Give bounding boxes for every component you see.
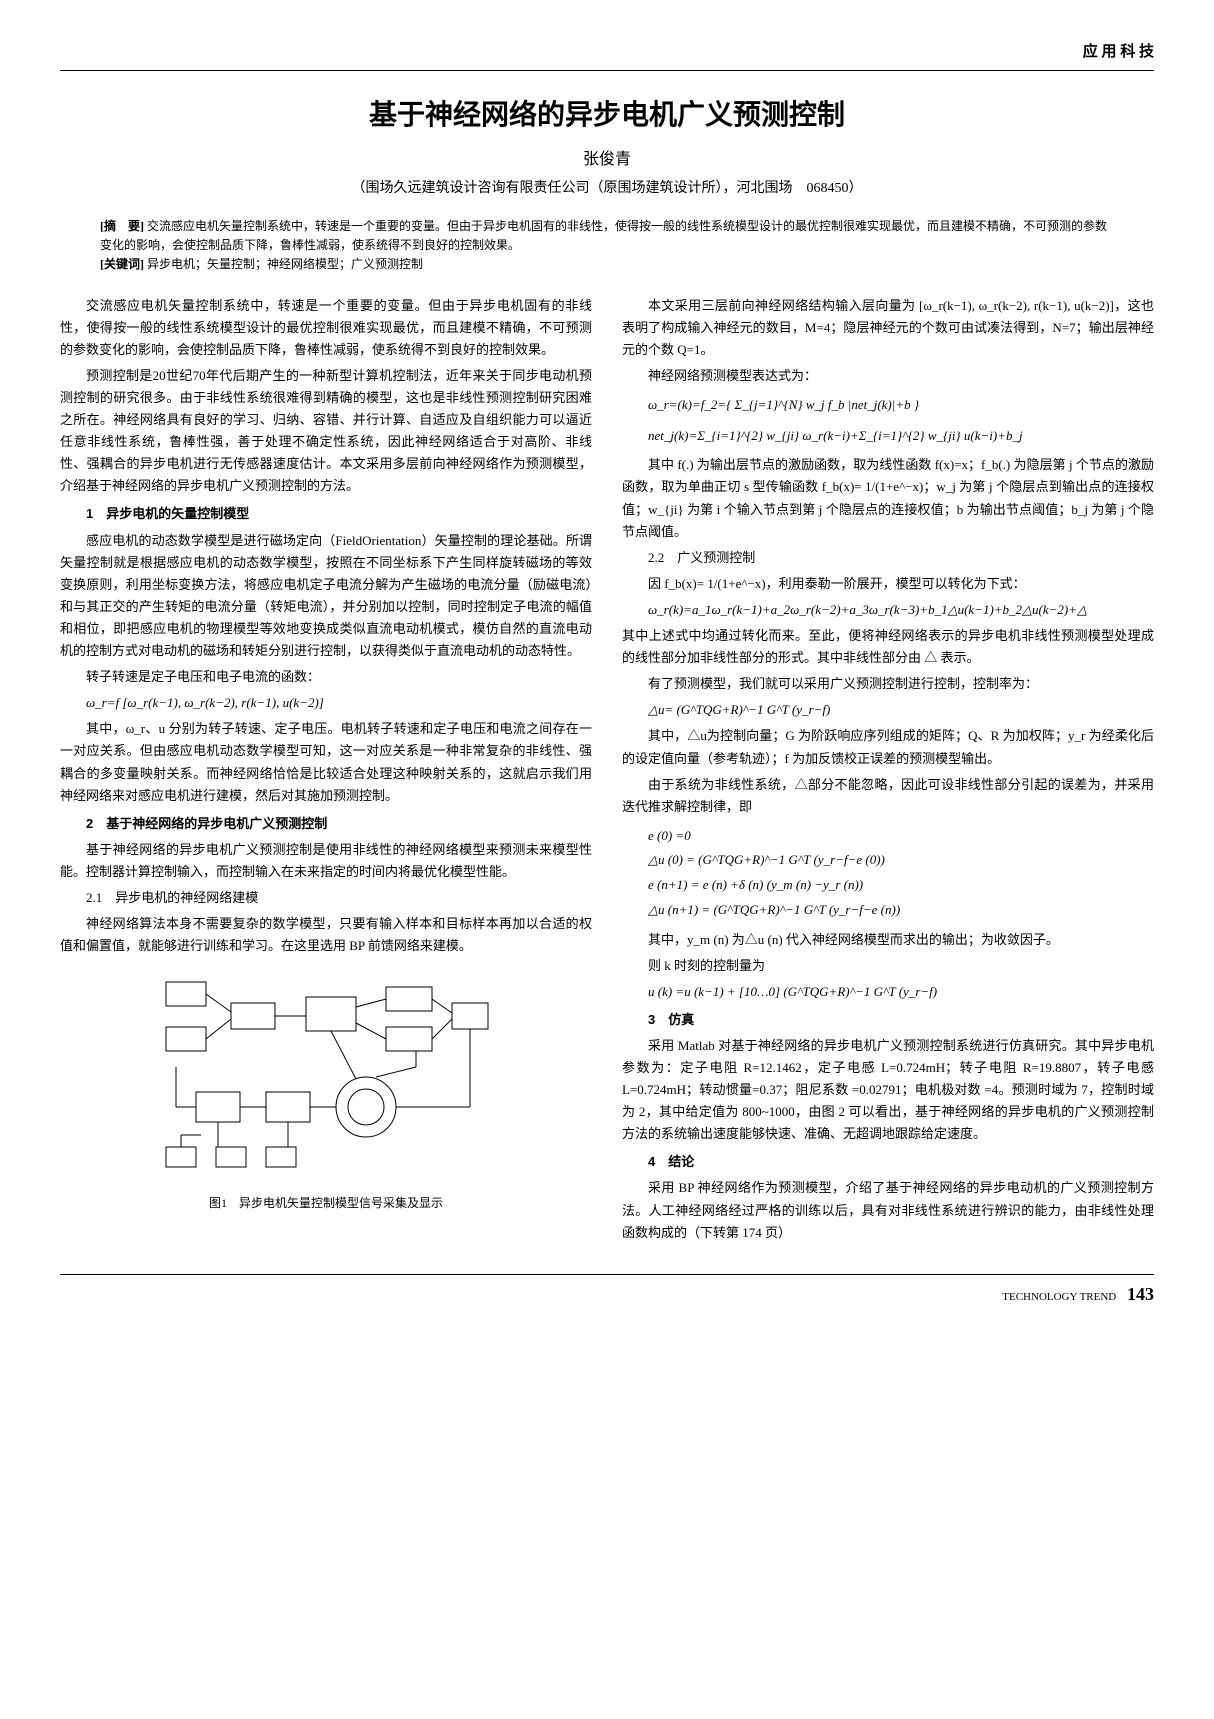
header-section-label: 应 用 科 技 <box>60 40 1154 71</box>
intro-paragraph-2: 预测控制是20世纪70年代后期产生的一种新型计算机控制法，近年来关于同步电动机预… <box>60 365 592 498</box>
keywords-text: 异步电机；矢量控制；神经网络模型；广义预测控制 <box>147 257 423 271</box>
section-3-heading: 3 仿真 <box>622 1009 1154 1031</box>
section-1-p3: 其中，ω_r、u 分别为转子转速、定子电压。电机转子转速和定子电压和电流之间存在… <box>60 718 592 806</box>
section-2-p1: 基于神经网络的异步电机广义预测控制是使用非线性的神经网络模型来预测未来模型性能。… <box>60 839 592 883</box>
section-1-heading: 1 异步电机的矢量控制模型 <box>60 503 592 525</box>
section-2-2-p4: 其中，△u为控制向量；G 为阶跃响应序列组成的矩阵；Q、R 为加权阵；y_r 为… <box>622 725 1154 769</box>
figure-1-svg <box>156 967 496 1187</box>
section-2-2-p3: 有了预测模型，我们就可以采用广义预测控制进行控制，控制率为： <box>622 673 1154 695</box>
iter-line-2: △u (0) = (G^TQG+R)^−1 G^T (y_r−f−e (0)) <box>648 848 1154 873</box>
section-2-2-p7: 则 k 时刻的控制量为 <box>622 955 1154 977</box>
section-4-heading: 4 结论 <box>622 1151 1154 1173</box>
section-2-2-formula-2: △u= (G^TQG+R)^−1 G^T (y_r−f) <box>622 699 1154 721</box>
col2-formula-2: net_j(k)=Σ_{i=1}^{2} w_{ji} ω_r(k−i)+Σ_{… <box>648 424 1154 449</box>
section-1-formula: ω_r=f [ω_r(k−1), ω_r(k−2), r(k−1), u(k−2… <box>60 692 592 714</box>
col2-formula-1: ω_r=(k)=f_2={ Σ_{j=1}^{N} w_j f_b |net_j… <box>648 393 1154 418</box>
abstract-text: 交流感应电机矢量控制系统中，转速是一个重要的变量。但由于异步电机固有的非线性，使… <box>100 219 1107 252</box>
page-number: 143 <box>1127 1284 1154 1304</box>
col2-p2: 神经网络预测模型表达式为： <box>622 365 1154 387</box>
section-1-p2: 转子转速是定子电压和电子电流的函数： <box>60 666 592 688</box>
section-2-2-p1: 因 f_b(x)= 1/(1+e^−x)，利用泰勒一阶展开，模型可以转化为下式： <box>622 573 1154 595</box>
section-2-1-p1: 神经网络算法本身不需要复杂的数学模型，只要有输入样本和目标样本再加以合适的权值和… <box>60 913 592 957</box>
paper-title: 基于神经网络的异步电机广义预测控制 <box>60 91 1154 139</box>
page-footer: TECHNOLOGY TREND 143 <box>60 1274 1154 1310</box>
intro-paragraph-1: 交流感应电机矢量控制系统中，转速是一个重要的变量。但由于异步电机固有的非线性，使… <box>60 295 592 361</box>
section-2-2-p5: 由于系统为非线性系统，△部分不能忽略，因此可设非线性部分引起的误差为，并采用迭代… <box>622 774 1154 818</box>
iter-line-3: e (n+1) = e (n) +δ (n) (y_m (n) −y_r (n)… <box>648 873 1154 898</box>
paper-affiliation: （围场久远建筑设计咨询有限责任公司（原围场建筑设计所），河北围场 068450） <box>60 177 1154 201</box>
journal-name: TECHNOLOGY TREND <box>1002 1291 1116 1303</box>
section-2-2-formula-1: ω_r(k)=a_1ω_r(k−1)+a_2ω_r(k−2)+a_3ω_r(k−… <box>622 599 1154 621</box>
section-4-p1: 采用 BP 神经网络作为预测模型，介绍了基于神经网络的异步电动机的广义预测控制方… <box>622 1177 1154 1243</box>
iter-line-4: △u (n+1) = (G^TQG+R)^−1 G^T (y_r−f−e (n)… <box>648 898 1154 923</box>
section-2-2-p6: 其中，y_m (n) 为△u (n) 代入神经网络模型而求出的输出；为收敛因子。 <box>622 929 1154 951</box>
section-2-2-heading: 2.2 广义预测控制 <box>622 547 1154 569</box>
abstract-label: [摘 要] <box>100 219 144 233</box>
section-1-p1: 感应电机的动态数学模型是进行磁场定向（FieldOrientation）矢量控制… <box>60 530 592 663</box>
section-2-2-formula-3: u (k) =u (k−1) + [10…0] (G^TQG+R)^−1 G^T… <box>622 981 1154 1003</box>
keywords-line: [关键词] 异步电机；矢量控制；神经网络模型；广义预测控制 <box>100 255 1114 274</box>
body-columns: 交流感应电机矢量控制系统中，转速是一个重要的变量。但由于异步电机固有的非线性，使… <box>60 295 1154 1244</box>
section-3-p1: 采用 Matlab 对基于神经网络的异步电机广义预测控制系统进行仿真研究。其中异… <box>622 1035 1154 1145</box>
iter-line-1: e (0) =0 <box>648 824 1154 849</box>
paper-author: 张俊青 <box>60 146 1154 173</box>
section-2-2-p2: 其中上述式中均通过转化而来。至此，便将神经网络表示的异步电机非线性预测模型处理成… <box>622 625 1154 669</box>
col2-p3: 其中 f(.) 为输出层节点的激励函数，取为线性函数 f(x)=x；f_b(.)… <box>622 454 1154 542</box>
iter-block: e (0) =0 △u (0) = (G^TQG+R)^−1 G^T (y_r−… <box>648 824 1154 923</box>
col2-p1: 本文采用三层前向神经网络结构输入层向量为 [ω_r(k−1), ω_r(k−2)… <box>622 295 1154 361</box>
section-2-1-heading: 2.1 异步电机的神经网络建模 <box>60 887 592 909</box>
figure-1-caption: 图1 异步电机矢量控制模型信号采集及显示 <box>60 1193 592 1213</box>
abstract-line: [摘 要] 交流感应电机矢量控制系统中，转速是一个重要的变量。但由于异步电机固有… <box>100 217 1114 255</box>
keywords-label: [关键词] <box>100 257 144 271</box>
section-2-heading: 2 基于神经网络的异步电机广义预测控制 <box>60 813 592 835</box>
figure-1: 图1 异步电机矢量控制模型信号采集及显示 <box>60 967 592 1213</box>
abstract-block: [摘 要] 交流感应电机矢量控制系统中，转速是一个重要的变量。但由于异步电机固有… <box>100 217 1114 275</box>
